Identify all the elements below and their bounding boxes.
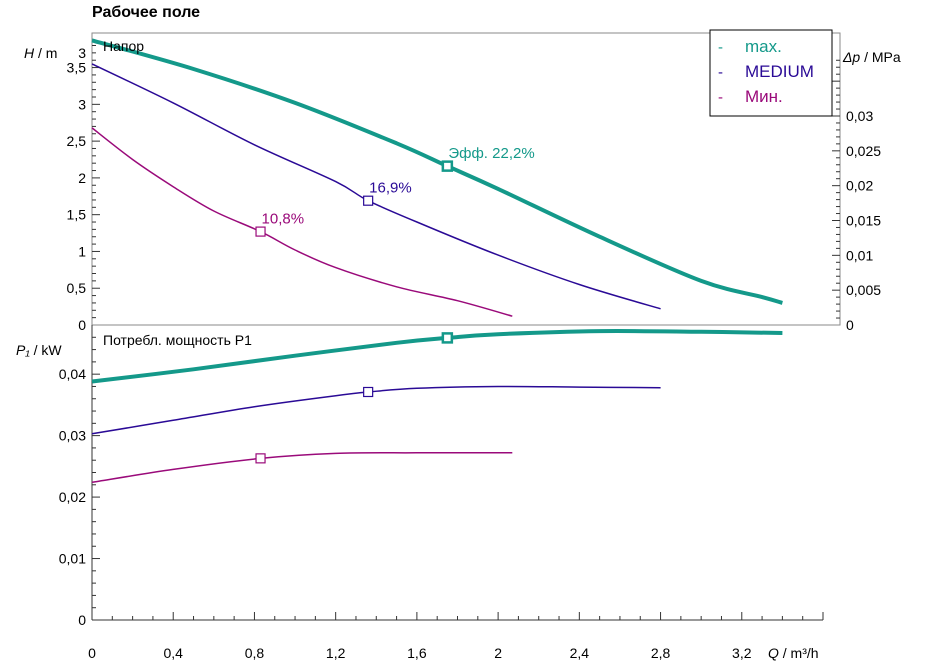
legend-dash: - — [718, 39, 723, 56]
head-efficiency-label-0: Эфф. 22,2% — [448, 145, 534, 162]
head-y-axis-title: H / m — [24, 45, 57, 61]
x-tick-label: 1,6 — [407, 645, 427, 661]
dp-y-tick-label: 0,005 — [846, 282, 881, 298]
head-panel-label: Напор — [103, 38, 144, 54]
labels: 00,511,522,533,5300,0050,010,0150,020,02… — [16, 38, 901, 661]
power-panel-label: Потребл. мощность P1 — [103, 332, 252, 348]
legend-label-1: MEDIUM — [745, 62, 814, 81]
power-y-tick-label: 0,03 — [59, 428, 86, 444]
dp-y-tick-label: 0,03 — [846, 108, 873, 124]
legend-label-2: Мин. — [745, 87, 783, 106]
head-y-tick-label: 0,5 — [67, 280, 87, 296]
head-efficiency-marker-1 — [363, 195, 374, 206]
x-tick-label: 0,8 — [245, 645, 265, 661]
head-y-tick-label: 1 — [78, 243, 86, 259]
x-tick-label: 1,2 — [326, 645, 346, 661]
head-y-tick-label: 3 — [78, 96, 86, 112]
x-axis-title: Q / m³/h — [768, 645, 819, 661]
head-curve-2 — [91, 127, 513, 317]
head-y-tick-label: 2 — [78, 170, 86, 186]
power-y-tick-label: 0,01 — [59, 551, 86, 567]
power-efficiency-marker-2 — [255, 453, 266, 464]
power-curve-2 — [91, 452, 513, 484]
head-efficiency-marker-0 — [441, 160, 454, 172]
legend-box — [709, 29, 833, 117]
x-tick-label: 3,2 — [732, 645, 752, 661]
power-efficiency-marker-1 — [363, 386, 374, 398]
head-curve-0 — [91, 38, 783, 305]
legend: - max. - MEDIUM - Мин. — [709, 29, 833, 117]
x-tick-label: 2,4 — [570, 645, 590, 661]
chart-title: Рабочее поле — [92, 4, 201, 21]
legend-dash: - — [718, 64, 723, 81]
dp-y-tick-label: 0 — [846, 317, 854, 333]
markers — [255, 160, 454, 464]
dp-y-tick-label: 0,01 — [846, 247, 873, 263]
power-efficiency-marker-0 — [441, 332, 454, 344]
x-tick-label: 2,8 — [651, 645, 671, 661]
x-tick-label: 0 — [88, 645, 96, 661]
dp-y-axis-title: Δp / MPa — [842, 49, 901, 65]
head-y-tick-label: 3,5 — [67, 60, 87, 76]
head-efficiency-label-1: 16,9% — [369, 180, 412, 197]
curves — [91, 38, 783, 484]
legend-label-0: max. — [745, 37, 782, 56]
x-tick-label: 0,4 — [163, 645, 183, 661]
head-y-tick-label: 1,5 — [67, 207, 87, 223]
power-y-tick-label: 0 — [78, 612, 86, 628]
head-y-tick-label: 2,5 — [67, 133, 87, 149]
dp-y-tick-label: 0,015 — [846, 213, 881, 229]
power-y-axis-title: P₁ / kW — [16, 342, 62, 358]
dp-y-tick-label: 0,02 — [846, 178, 873, 194]
head-y-tick-label: 0 — [78, 317, 86, 333]
head-y-top-label: 3 — [78, 45, 86, 61]
x-tick-label: 2 — [494, 645, 502, 661]
dp-y-tick-label: 0,025 — [846, 143, 881, 159]
head-efficiency-label-2: 10,8% — [262, 211, 305, 228]
power-y-tick-label: 0,04 — [59, 366, 86, 382]
power-y-tick-label: 0,02 — [59, 489, 86, 505]
head-efficiency-marker-2 — [255, 226, 266, 237]
power-panel — [91, 324, 840, 621]
power-curve-1 — [91, 385, 661, 435]
legend-dash: - — [718, 89, 723, 106]
